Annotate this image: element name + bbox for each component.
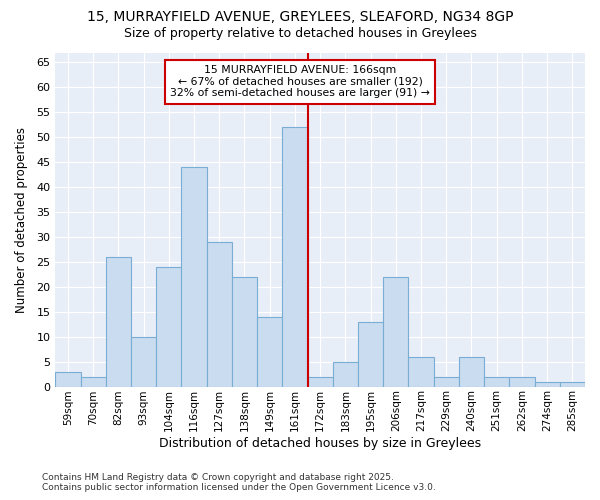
Bar	[106, 257, 131, 386]
Bar	[308, 376, 333, 386]
Bar	[383, 277, 409, 386]
Bar	[232, 277, 257, 386]
Bar	[55, 372, 80, 386]
Text: Size of property relative to detached houses in Greylees: Size of property relative to detached ho…	[124, 28, 476, 40]
Bar	[484, 376, 509, 386]
Bar	[333, 362, 358, 386]
Bar	[459, 356, 484, 386]
Bar	[434, 376, 459, 386]
Bar	[509, 376, 535, 386]
Bar	[206, 242, 232, 386]
Bar	[409, 356, 434, 386]
Text: 15 MURRAYFIELD AVENUE: 166sqm  
← 67% of detached houses are smaller (192)
32% o: 15 MURRAYFIELD AVENUE: 166sqm ← 67% of d…	[170, 65, 430, 98]
Bar	[283, 128, 308, 386]
Text: 15, MURRAYFIELD AVENUE, GREYLEES, SLEAFORD, NG34 8GP: 15, MURRAYFIELD AVENUE, GREYLEES, SLEAFO…	[87, 10, 513, 24]
Y-axis label: Number of detached properties: Number of detached properties	[15, 126, 28, 312]
Bar	[257, 316, 283, 386]
Bar	[358, 322, 383, 386]
Bar	[560, 382, 585, 386]
Text: Contains HM Land Registry data © Crown copyright and database right 2025.
Contai: Contains HM Land Registry data © Crown c…	[42, 473, 436, 492]
Bar	[535, 382, 560, 386]
Bar	[131, 336, 156, 386]
X-axis label: Distribution of detached houses by size in Greylees: Distribution of detached houses by size …	[159, 437, 481, 450]
Bar	[80, 376, 106, 386]
Bar	[156, 267, 181, 386]
Bar	[181, 167, 206, 386]
